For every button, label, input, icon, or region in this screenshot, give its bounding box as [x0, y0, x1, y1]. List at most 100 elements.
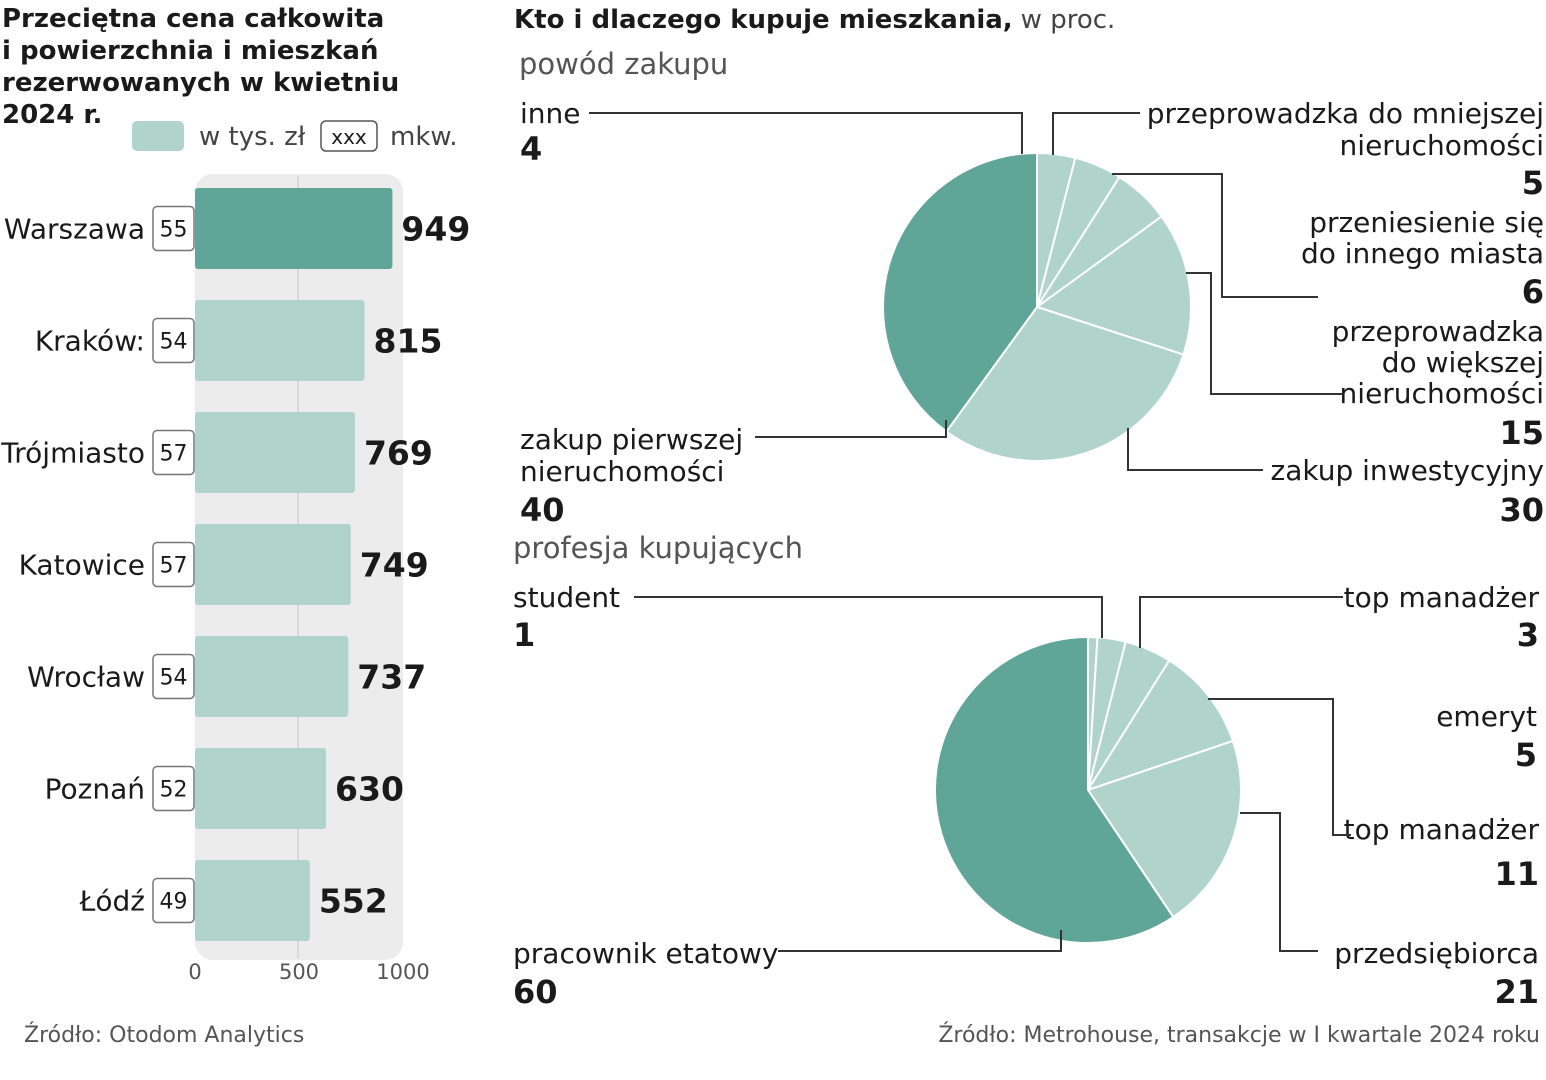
area-value: 49	[160, 890, 188, 915]
slice-label: przedsiębiorca	[1334, 937, 1539, 970]
x-tick-label: 1000	[376, 960, 429, 984]
slice-value: 21	[1494, 973, 1539, 1011]
area-badge	[152, 541, 195, 588]
bar	[195, 300, 365, 381]
city-label: Warszawa	[4, 213, 145, 246]
city-label: Katowice	[19, 549, 145, 582]
city-label: Poznań	[45, 773, 145, 806]
slice-value: 6	[1522, 273, 1544, 311]
pie-slice	[945, 306, 1185, 462]
slice-label: inne	[520, 97, 581, 130]
pie2-subtitle: profesja kupujących	[513, 531, 803, 565]
city-label: Łódź	[79, 885, 145, 918]
x-tick-label: 0	[188, 960, 201, 984]
slice-label: zakup inwestycyjny	[1271, 454, 1544, 487]
area-badge	[152, 765, 195, 812]
bar-value-label: 630	[335, 770, 404, 809]
slice-value: 60	[513, 973, 558, 1011]
area-badge	[152, 877, 195, 924]
legend-price-label: w tys. zł	[199, 122, 306, 152]
slice-label: nieruchomości	[520, 455, 724, 488]
bar-series: 55 Warszawa 949 54 Kraków: 815 57 Trójmiasto 769…	[0, 188, 470, 941]
area-value: 52	[160, 778, 188, 803]
legend-area-swatch	[320, 120, 378, 152]
bar	[195, 412, 355, 493]
legend-price-swatch	[132, 121, 184, 151]
bar-chart-title-line-3: rezerwowanych w kwietniu	[2, 68, 399, 98]
pie-slice	[1087, 739, 1242, 919]
area-value: 57	[160, 554, 188, 579]
area-value: 54	[160, 666, 188, 691]
slice-label: do innego miasta	[1301, 237, 1544, 270]
bar	[195, 860, 310, 941]
slice-value: 1	[513, 616, 535, 654]
slice-label: przeprowadzka do mniejszej	[1147, 97, 1544, 130]
slice-label: nieruchomości	[1340, 377, 1544, 410]
bar-value-label: 769	[364, 434, 433, 473]
slice-label: top manadżer	[1344, 581, 1540, 614]
pie1-subtitle: powód zakupu	[519, 47, 728, 81]
area-badge	[152, 653, 195, 700]
bar	[195, 636, 349, 717]
leader-line	[778, 930, 1062, 952]
legend-area-box-text: xxx	[331, 125, 367, 149]
city-label: Trójmiasto	[0, 437, 145, 470]
leader-line	[1240, 812, 1318, 952]
leader-line	[1139, 596, 1343, 648]
slice-label: nieruchomości	[1340, 129, 1544, 162]
pie-section-heading: Kto i dlaczego kupuje mieszkania, w proc.	[514, 5, 1115, 35]
pie-slice	[882, 152, 1038, 433]
slice-value: 30	[1499, 491, 1544, 529]
slice-label: przeniesienie się	[1309, 206, 1544, 239]
pie-charts-panel: Kto i dlaczego kupuje mieszkania, w proc.…	[513, 5, 1544, 1048]
bar-chart-title-line-2: i powierzchnia i mieszkań	[2, 36, 378, 66]
bar-chart-source: Źródło: Otodom Analytics	[24, 1022, 304, 1048]
area-value: 55	[160, 218, 188, 243]
slice-label: pracownik etatowy	[513, 937, 778, 970]
slice-value: 3	[1517, 616, 1539, 654]
area-value: 54	[160, 330, 188, 355]
slice-value: 5	[1515, 736, 1537, 774]
pie-slice	[1036, 215, 1192, 356]
city-label: Wrocław	[27, 661, 145, 694]
bar-value-label: 737	[357, 658, 426, 697]
slice-value: 11	[1494, 855, 1539, 893]
slice-value: 40	[520, 491, 565, 529]
leader-line	[1112, 173, 1318, 298]
leader-line	[1052, 112, 1140, 155]
leader-line	[1127, 428, 1263, 471]
pie-section-title: Kto i dlaczego kupuje mieszkania,	[514, 5, 1013, 35]
area-badge	[152, 205, 195, 252]
leader-line	[1186, 272, 1343, 395]
pie-section-unit: w proc.	[1021, 5, 1116, 35]
pie-chart-source: Źródło: Metrohouse, transakcje w I kwart…	[938, 1022, 1540, 1048]
bar	[195, 188, 393, 269]
x-tick-label: 500	[279, 960, 319, 984]
leader-line	[589, 112, 1023, 154]
slice-value: 4	[520, 130, 542, 168]
slice-value: 15	[1499, 414, 1544, 452]
leader-line	[634, 596, 1103, 638]
bar-chart-panel: Przeciętna cena całkowita i powierzchnia…	[0, 4, 470, 1048]
city-label: Kraków:	[35, 325, 145, 358]
pie-profesja-kupujacych	[934, 636, 1242, 944]
slice-label: top manadżer	[1344, 813, 1540, 846]
bar-value-label: 949	[401, 210, 470, 249]
slice-value: 5	[1522, 164, 1544, 202]
slice-label: do większej	[1382, 346, 1544, 379]
slice-label: zakup pierwszej	[520, 423, 743, 456]
bar	[195, 748, 327, 829]
bar	[195, 524, 351, 605]
pie-powod-zakupu	[882, 152, 1192, 462]
slice-label: emeryt	[1436, 700, 1537, 733]
slice-label: student	[513, 581, 620, 614]
leader-line	[755, 420, 947, 438]
bar-chart-title-line-4: 2024 r.	[2, 100, 102, 130]
slice-label: przeprowadzka	[1332, 315, 1544, 348]
area-badge	[152, 317, 195, 364]
bar-chart-title-line-1: Przeciętna cena całkowita	[2, 4, 384, 34]
pie-slice	[1087, 659, 1234, 791]
